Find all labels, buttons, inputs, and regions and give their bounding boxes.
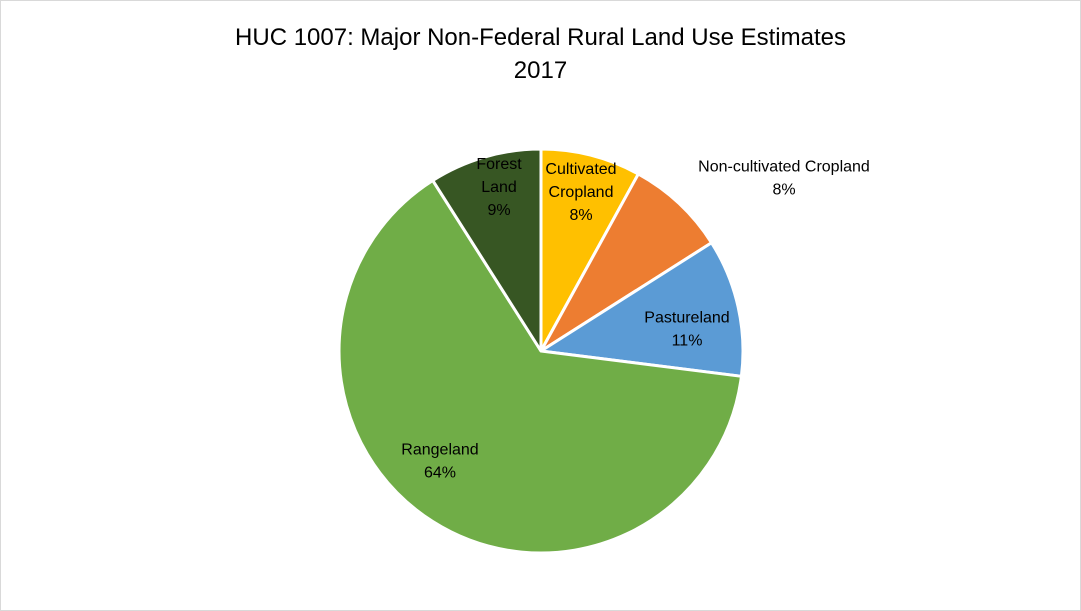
slice-label-cultivated-cropland: Cultivated Cropland 8% <box>545 161 616 224</box>
slice-label-non-cultivated-cropland: Non-cultivated Cropland 8% <box>698 159 870 199</box>
pie-slices <box>337 147 745 555</box>
chart-subtitle: 2017 <box>513 57 568 84</box>
slice-name-text: Pastureland <box>644 310 729 327</box>
slice-name-text: Forest <box>476 156 522 173</box>
slice-label-rangeland: Rangeland 64% <box>401 442 478 482</box>
pie-slice-rangeland <box>337 178 743 555</box>
slice-name-text: Land <box>481 179 517 196</box>
chart-title-main: HUC 1007: Major Non-Federal Rural Land U… <box>235 24 846 51</box>
slice-percent-text: 8% <box>569 207 592 224</box>
slice-percent-text: 8% <box>772 182 795 199</box>
slice-name-text: Cropland <box>549 184 614 201</box>
slice-name-text: Rangeland <box>401 442 478 459</box>
pie-labels: Cultivated Cropland 8%Non-cultivated Cropl… <box>401 156 870 482</box>
slice-percent-text: 11% <box>672 333 703 350</box>
slice-percent-text: 64% <box>424 465 456 482</box>
pie-slice-cultivated-cropland <box>539 147 640 353</box>
slice-name-text: Non-cultivated Cropland <box>698 159 870 176</box>
slice-name-text: Cultivated <box>545 161 616 178</box>
chart-title: HUC 1007: Major Non-Federal Rural Land U… <box>1 21 1080 87</box>
pie-slice-non-cultivated-cropland <box>539 172 714 353</box>
pie-slice-pastureland <box>539 241 745 378</box>
slice-label-pastureland: Pastureland 11% <box>644 310 729 350</box>
slice-percent-text: 9% <box>487 202 510 219</box>
slice-label-forest-land: Forest Land 9% <box>476 156 522 219</box>
pie-slice-forest-land <box>431 147 543 353</box>
